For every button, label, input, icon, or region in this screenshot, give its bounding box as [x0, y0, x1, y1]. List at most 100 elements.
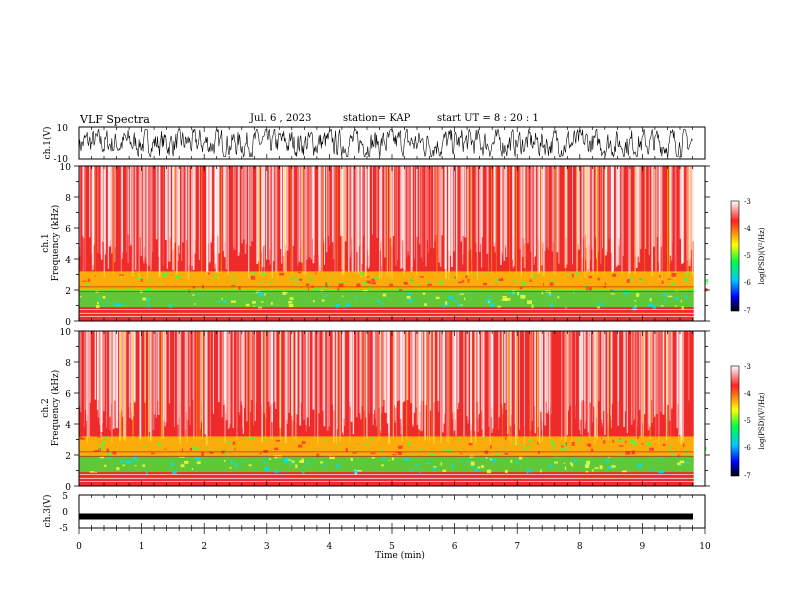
spectrogram-blob	[623, 290, 628, 295]
spectrogram-streak	[291, 331, 293, 416]
spectrogram-streak	[651, 331, 653, 401]
spectrogram-blob	[485, 301, 488, 303]
spectrogram-streak	[323, 166, 326, 240]
spectrogram-streak	[349, 331, 352, 407]
spectrogram-streak	[637, 166, 640, 257]
spectrogram-blob	[468, 443, 473, 446]
spectrogram-streak	[241, 331, 243, 405]
spectrogram-burst	[597, 166, 599, 275]
spectrogram-blob	[588, 287, 592, 291]
spectrogram-blob	[301, 458, 304, 463]
spectrogram-blob	[577, 439, 579, 444]
spectrogram-streak	[647, 331, 650, 431]
spectrogram-blob	[366, 276, 370, 278]
spectrogram-streak	[223, 166, 226, 258]
spectrogram-streak	[679, 166, 681, 239]
spectrogram-streak	[392, 331, 394, 437]
spectrogram-blob	[588, 275, 592, 279]
spectrogram-streak	[610, 166, 612, 253]
spectrogram-burst	[144, 331, 146, 440]
spectrogram-streak	[166, 166, 168, 269]
ch2-spectrogram-panel: 0 2 4 6 8 10 ch.2 Frequency (kHz) -3 -4 …	[41, 328, 766, 493]
spectrogram-blob	[680, 299, 682, 303]
spectrogram-streak	[320, 166, 322, 272]
spectrogram-streak	[556, 166, 559, 253]
spectrogram-streak	[395, 331, 397, 407]
spectrogram-streak	[493, 166, 496, 247]
spectrogram-blob	[302, 471, 305, 474]
spectrogram-streak	[433, 166, 435, 249]
spectrogram-blob	[116, 303, 121, 307]
spectrogram-streak	[310, 166, 313, 260]
spectrogram-streak	[589, 331, 591, 403]
spectrogram-streak	[122, 166, 123, 253]
spectrogram-streak	[455, 166, 458, 280]
spectrogram-streak	[627, 166, 630, 279]
spectrogram-blob	[513, 280, 518, 282]
spectrogram-blob	[288, 277, 294, 280]
ch1-spectrogram-panel: 0 2 4 6 8 10 ch.1 Frequency (kHz) -3 -4 …	[41, 163, 766, 328]
spectrogram-streak	[553, 166, 555, 275]
spectrogram-blob	[435, 296, 440, 300]
spectrogram-blob	[583, 463, 588, 466]
spectrogram-streak	[107, 166, 109, 269]
spectrogram-burst	[508, 331, 510, 440]
ch2-ytick-10: 10	[60, 328, 72, 338]
spectrogram-blob	[570, 462, 572, 465]
spectrogram-streak	[80, 331, 82, 413]
spectrogram-burst	[120, 331, 122, 440]
spectrogram-streak	[186, 166, 188, 240]
spectrogram-blob	[565, 307, 567, 309]
ch1-ytick-6: 6	[65, 225, 71, 235]
spectrogram-streak	[426, 166, 428, 241]
spectrogram-blob	[226, 441, 232, 444]
spectrogram-streak	[397, 166, 398, 261]
spectrogram-streak	[424, 331, 426, 441]
spectrogram-streak	[683, 166, 685, 263]
spectrogram-blob	[98, 445, 99, 449]
spectrogram-streak	[131, 166, 134, 277]
spectrogram-streak	[425, 166, 427, 267]
spectrogram-burst	[644, 166, 646, 275]
ch2-colorbar-label: log(PSD)(V²/Hz)	[758, 392, 766, 449]
spectrogram-blob	[674, 297, 679, 300]
spectrogram-blob	[363, 290, 368, 292]
spectrogram-streak	[415, 331, 418, 408]
spectrogram-blob	[646, 442, 651, 445]
spectrogram-streak	[498, 331, 499, 430]
spectrogram-streak	[243, 166, 245, 240]
spectrogram-blob	[355, 295, 358, 299]
spectrogram-streak	[380, 331, 382, 433]
spectrogram-blob	[527, 300, 532, 304]
spectrogram-streak	[507, 331, 509, 435]
spectrogram-blob	[678, 454, 680, 458]
spectrogram-streak	[604, 331, 606, 435]
spectrogram-burst	[436, 166, 438, 275]
spectrogram-streak	[121, 331, 123, 411]
spectrogram-streak	[430, 166, 432, 249]
spectrogram-streak	[314, 331, 316, 440]
spectrogram-streak	[322, 331, 325, 412]
spectrogram-blob	[184, 460, 189, 464]
spectrogram-blob	[260, 285, 262, 287]
spectrogram-streak	[661, 166, 663, 281]
spectrogram-streak	[111, 166, 113, 254]
spectrogram-burst	[199, 331, 201, 440]
spectrogram-blob	[248, 437, 252, 439]
spectrogram-blob	[665, 293, 667, 297]
spectrogram-blob	[269, 458, 271, 460]
ch1-ytick-8: 8	[65, 194, 71, 204]
spectrogram-blob	[564, 466, 567, 470]
spectrogram-blob	[309, 276, 312, 281]
spectrogram-streak	[605, 166, 607, 249]
spectrogram-streak	[482, 331, 485, 439]
spectrogram-blob	[692, 287, 695, 290]
spectrogram-streak	[617, 331, 619, 402]
spectrogram-streak	[342, 331, 344, 433]
spectrogram-blob	[345, 303, 351, 307]
spectrogram-streak	[453, 166, 455, 252]
spectrogram-streak	[165, 166, 167, 240]
spectrogram-blob	[112, 451, 117, 455]
spectrogram-streak	[569, 331, 571, 406]
spectrogram-streak	[447, 331, 449, 443]
